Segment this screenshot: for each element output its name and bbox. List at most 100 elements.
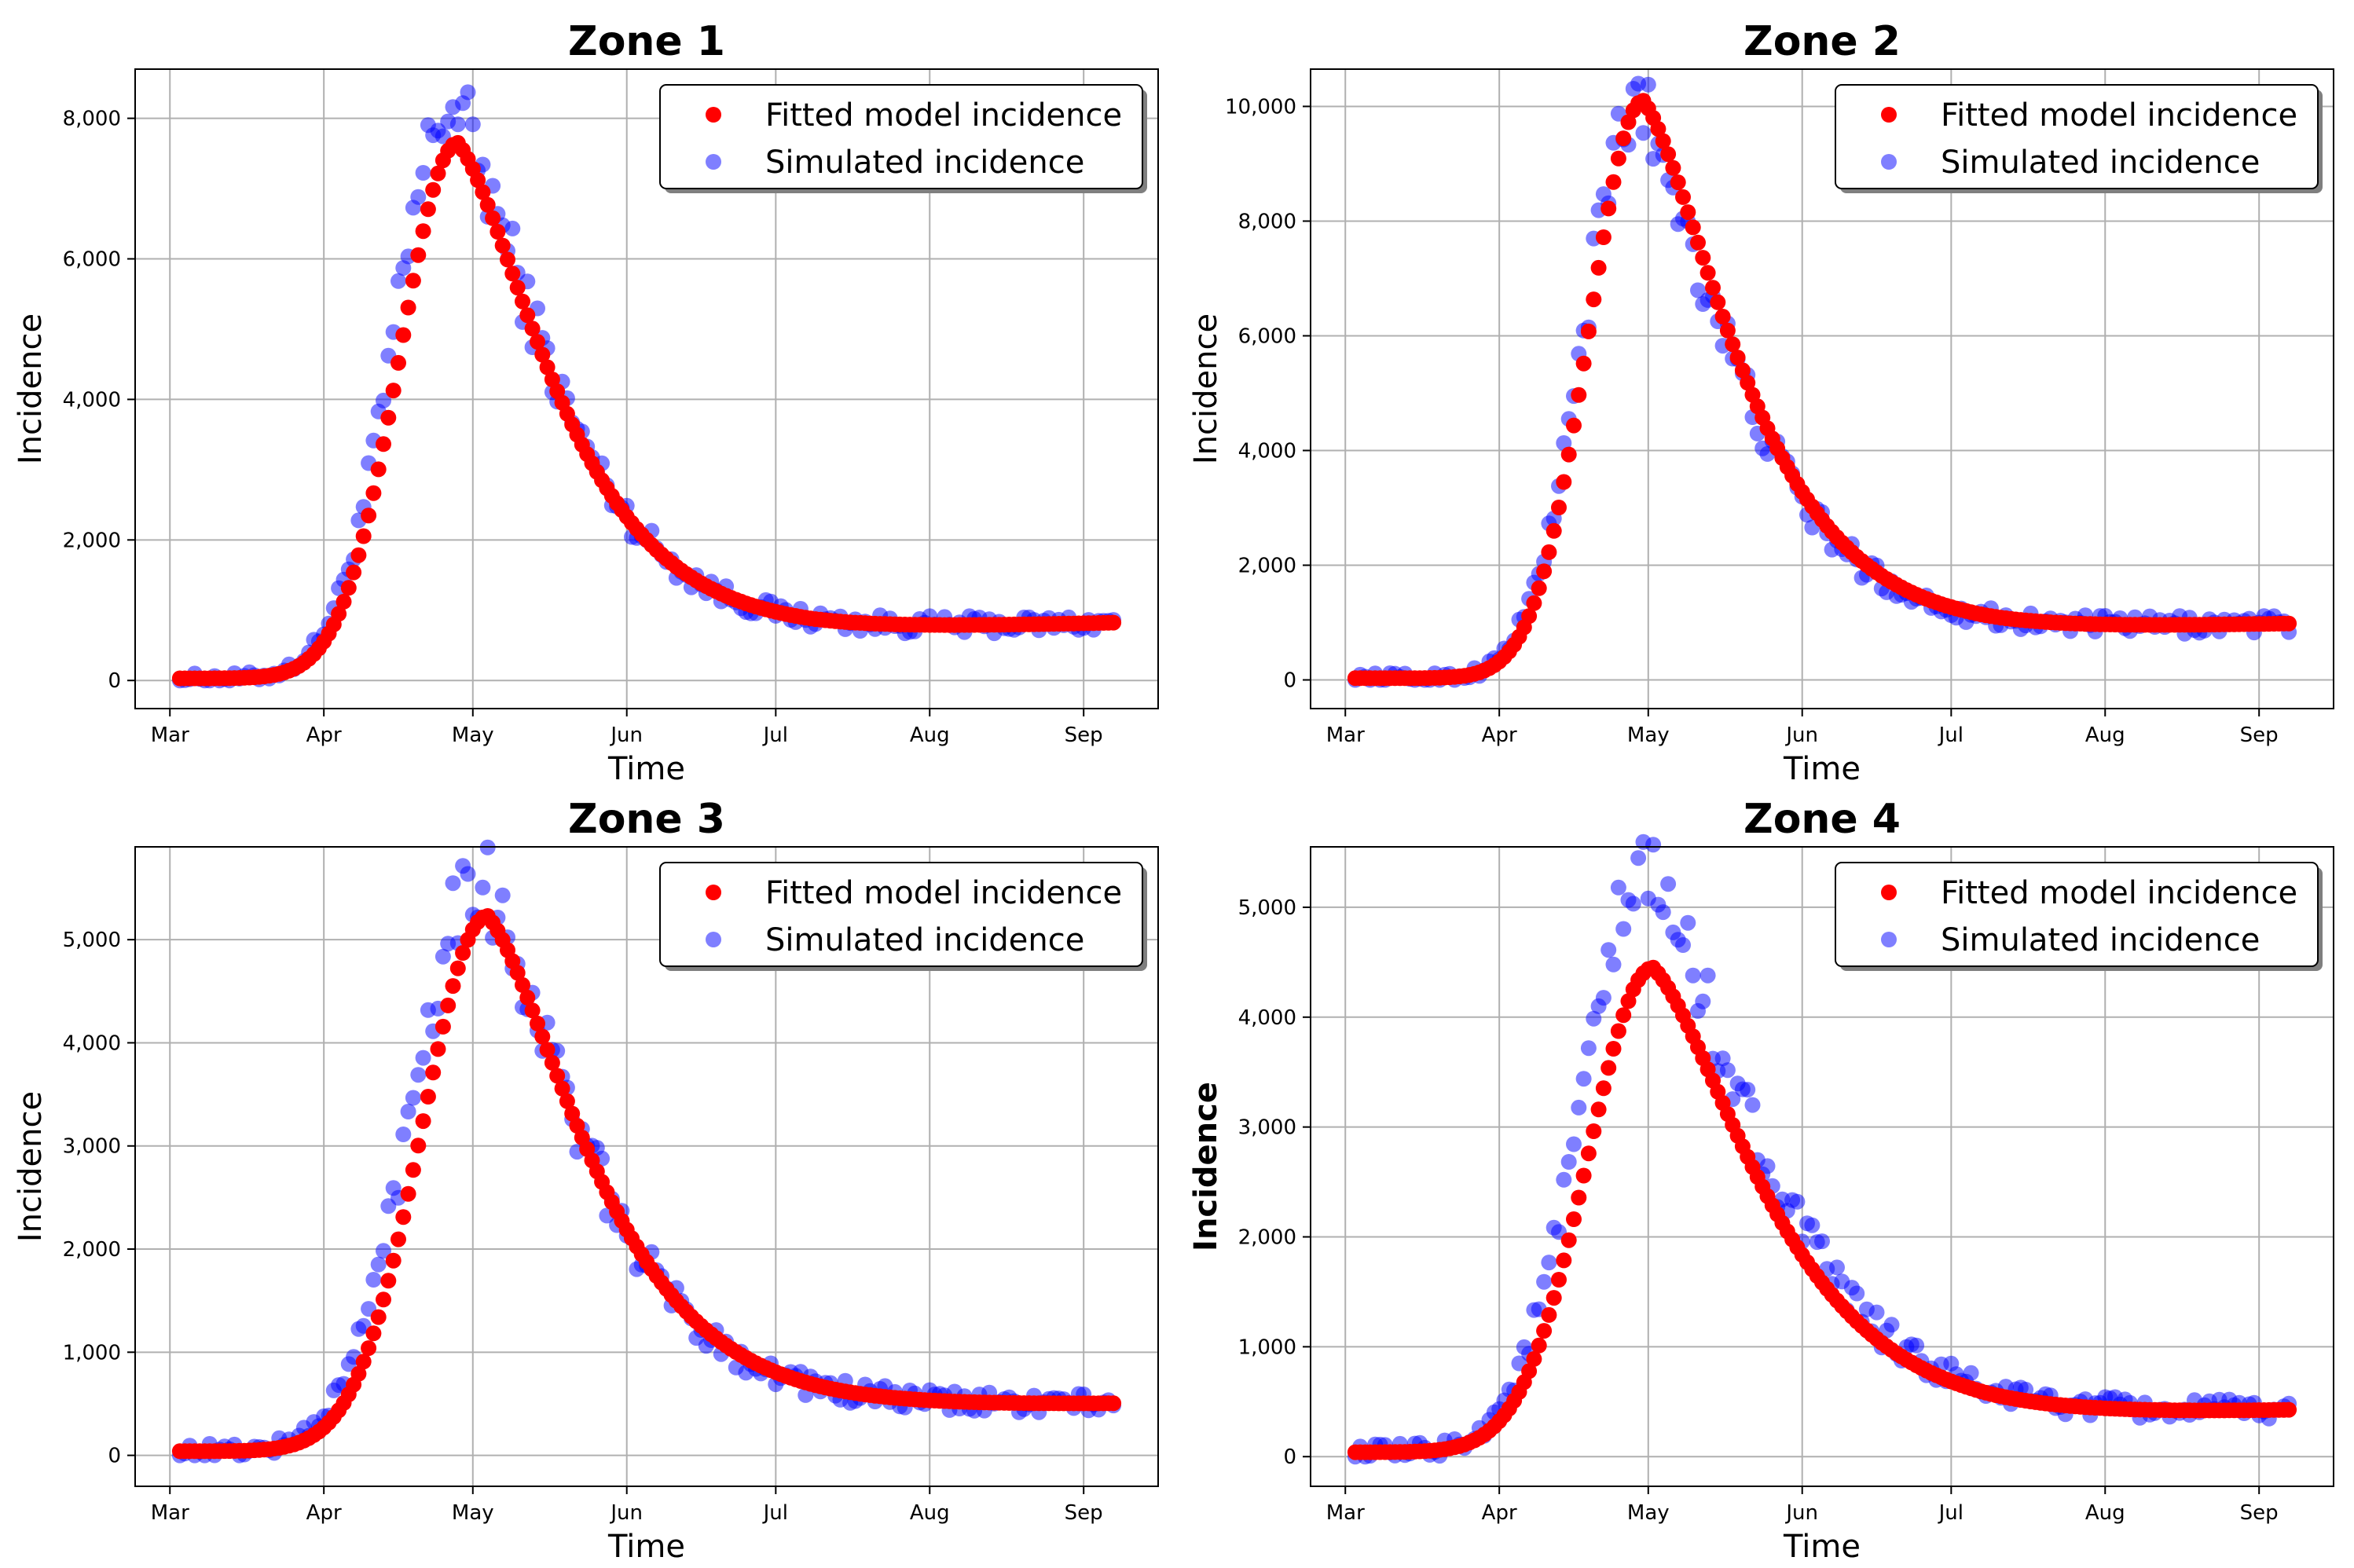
simulated-point: [1635, 125, 1652, 141]
legend-fitted-label: Fitted model incidence: [765, 875, 1122, 911]
fitted-point: [1605, 1041, 1622, 1057]
chart-panel-2: Mar Apr May Jun Jul Aug Sep 0 2,000 4,000 6,000 8,0…: [1188, 18, 2334, 787]
simulated-point: [1645, 837, 1662, 853]
fitted-point: [1546, 522, 1562, 539]
simulated-point: [1719, 1062, 1736, 1079]
legend-simulated-label: Simulated incidence: [765, 145, 1084, 181]
axes-frame: [134, 846, 1159, 1487]
fitted-point: [350, 1365, 367, 1382]
simulated-point: [445, 875, 461, 892]
fitted-point: [355, 1354, 372, 1370]
x-tick-label: Jul: [762, 724, 788, 747]
fitted-point: [1725, 336, 1741, 353]
fitted-point: [1541, 544, 1557, 560]
fitted-point: [1521, 1363, 1538, 1379]
fitted-point: [1106, 614, 1122, 631]
simulated-point: [1814, 1233, 1830, 1250]
legend-simulated-marker: [1881, 154, 1897, 170]
simulated-point: [1541, 1255, 1557, 1271]
x-tick-label: Sep: [1065, 1501, 1103, 1525]
x-tick-label: Mar: [151, 1501, 189, 1525]
fitted-point: [355, 528, 372, 544]
y-tick-label: 10,000: [1225, 95, 1296, 119]
chart-title: Zone 2: [1744, 18, 1901, 65]
fitted-point: [554, 1080, 570, 1097]
y-tick-label: 0: [1283, 669, 1296, 692]
legend-box: [659, 862, 1143, 967]
fitted-point: [485, 210, 501, 226]
y-tick-label: 8,000: [63, 108, 121, 131]
legend: Fitted model incidence Simulated incidenc…: [659, 84, 1147, 193]
fitted-point: [346, 564, 362, 581]
simulated-point: [400, 1104, 416, 1119]
axes-frame: [1310, 68, 2334, 709]
fitted-point: [2281, 1401, 2297, 1418]
fitted-point: [1556, 474, 1572, 490]
simulated-point: [415, 1050, 431, 1066]
y-tick-label: 3,000: [63, 1135, 121, 1159]
legend-simulated-marker: [706, 154, 721, 170]
legend-fitted-marker: [706, 885, 721, 900]
fitted-point: [1650, 121, 1666, 137]
fitted-point: [390, 1231, 406, 1247]
fitted-point: [534, 346, 551, 363]
fitted-point: [420, 201, 436, 218]
y-tick-label: 0: [108, 669, 121, 693]
simulated-point: [434, 948, 451, 965]
simulated-point: [1804, 1217, 1820, 1233]
x-tick-label: Apr: [306, 1501, 342, 1525]
y-axis-label: Incidence: [1188, 313, 1224, 464]
fitted-point: [569, 1118, 585, 1134]
legend-simulated-label: Simulated incidence: [1941, 145, 2260, 181]
legend-fitted-label: Fitted model incidence: [1941, 97, 2297, 134]
fitted-point: [1620, 114, 1637, 130]
fitted-point: [405, 273, 421, 289]
simulated-point: [494, 887, 511, 903]
simulated-point: [1740, 1082, 1756, 1098]
simulated-point: [1680, 914, 1696, 931]
x-tick-label: May: [1627, 1501, 1670, 1525]
fitted-point: [1586, 1123, 1602, 1139]
legend-box: [1835, 862, 2319, 967]
fitted-point: [1590, 259, 1607, 276]
legend-simulated-marker: [706, 932, 721, 947]
fitted-point: [504, 266, 521, 282]
fitted-point: [1551, 500, 1567, 515]
legend-simulated-marker: [1881, 932, 1897, 947]
fitted-point: [1665, 159, 1681, 176]
x-tick-label: Aug: [910, 724, 950, 747]
fitted-point: [1541, 1306, 1557, 1323]
simulated-point: [449, 116, 466, 133]
fitted-point: [534, 1028, 551, 1045]
fitted-point: [449, 960, 466, 976]
simulated-point: [1605, 956, 1622, 973]
simulated-point: [1685, 967, 1701, 984]
simulated-point: [395, 1127, 412, 1142]
simulated-point: [1575, 1071, 1592, 1087]
simulated-point: [1789, 1193, 1806, 1210]
y-axis-label: Incidence: [13, 313, 49, 464]
fitted-point: [1575, 355, 1592, 372]
fitted-point: [380, 409, 397, 426]
fitted-point: [1660, 146, 1677, 163]
fitted-point: [1610, 1023, 1626, 1039]
y-tick-label: 5,000: [1238, 896, 1296, 920]
simulated-point: [1908, 1337, 1925, 1354]
chart-panel-4: Mar Apr May Jun Jul Aug Sep 0 1,000 2,000 3,000 4,0…: [1188, 796, 2334, 1565]
fitted-point: [515, 976, 530, 993]
simulated-point: [1580, 1040, 1597, 1057]
simulated-point: [365, 1272, 382, 1288]
fitted-point: [530, 334, 545, 350]
fitted-point: [500, 251, 515, 268]
fitted-point: [1526, 1350, 1542, 1367]
fitted-point: [1719, 322, 1736, 339]
simulated-point: [1610, 879, 1626, 896]
x-tick-label: Jul: [1938, 724, 1964, 747]
x-tick-label: Sep: [1065, 724, 1103, 747]
fitted-point: [1605, 174, 1622, 190]
fitted-point: [361, 1340, 377, 1357]
simulated-point: [1829, 1259, 1845, 1276]
fitted-point: [376, 1291, 391, 1308]
y-tick-label: 4,000: [1238, 439, 1296, 463]
